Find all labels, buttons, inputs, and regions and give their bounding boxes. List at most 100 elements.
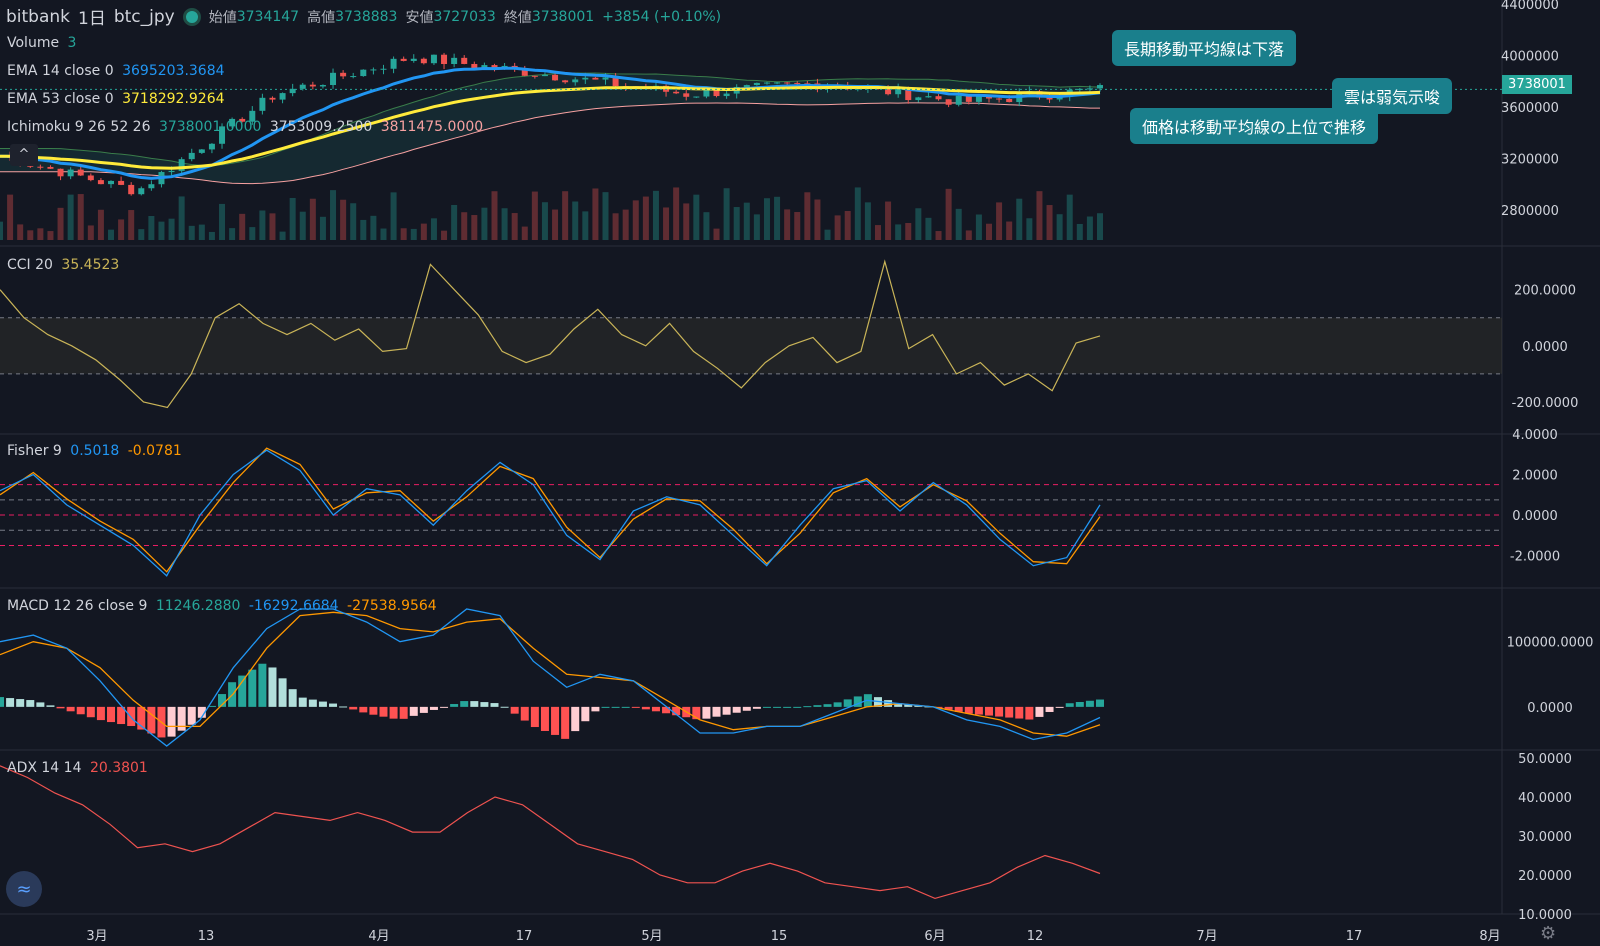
macd-histogram-bar: [318, 701, 327, 707]
macd-histogram-bar: [440, 706, 449, 708]
macd-histogram-bar: [631, 706, 640, 708]
volume-legend[interactable]: Volume 3: [7, 35, 76, 51]
macd-tick-label: 100000.0000: [1507, 636, 1594, 651]
candle-body: [239, 118, 246, 122]
volume-bar: [27, 230, 34, 240]
candle-body: [552, 74, 559, 81]
volume-bar: [138, 229, 145, 240]
macd-histogram-bar: [561, 706, 570, 739]
candle-body: [208, 143, 215, 150]
candle-body: [188, 152, 195, 160]
volume-bar: [37, 228, 44, 240]
candle-body: [390, 58, 397, 69]
candle-body: [229, 118, 236, 127]
macd-histogram-bar: [712, 706, 721, 717]
macd-histogram-bar: [762, 706, 771, 708]
volume-bar: [441, 230, 448, 240]
macd-histogram-bar: [480, 702, 489, 707]
volume-bar: [128, 210, 135, 240]
volume-bar: [572, 201, 579, 240]
time-tick-label: 5月: [641, 929, 662, 944]
close-label: 終値: [503, 9, 532, 26]
volume-bar: [198, 224, 205, 240]
candle-body: [996, 98, 1003, 100]
fisher-legend[interactable]: Fisher 9 0.5018 -0.0781: [7, 443, 182, 459]
macd-histogram-bar: [238, 675, 247, 707]
macd-histogram-bar: [1055, 706, 1064, 708]
ichimoku-legend[interactable]: Ichimoku 9 26 52 26 3738001.0000 3753009…: [7, 119, 483, 135]
volume-bar: [330, 190, 337, 240]
price-pane: [0, 52, 1502, 240]
candle-body: [935, 96, 942, 100]
gear-icon[interactable]: ⚙: [1540, 923, 1557, 944]
volume-bar: [219, 203, 226, 240]
candle-body: [138, 188, 145, 195]
change-value: +3854 (+0.10%): [602, 8, 722, 25]
volume-bar: [178, 196, 185, 240]
macd-legend[interactable]: MACD 12 26 close 9 11246.2880 -16292.668…: [7, 598, 437, 614]
candle-body: [804, 83, 811, 85]
macd-legend-v3: -27538.9564: [347, 598, 437, 614]
ema14-legend[interactable]: EMA 14 close 0 3695203.3684: [7, 63, 225, 79]
macd-histogram-bar: [843, 699, 852, 707]
macd-histogram-bar: [117, 706, 126, 725]
open-value: 3734147: [236, 8, 300, 25]
macd-histogram-bar: [308, 699, 317, 707]
macd-histogram-bar: [621, 706, 630, 708]
price-tick-label: 2800000: [1501, 204, 1559, 219]
callout-price-above-ma[interactable]: 価格は移動平均線の上位で推移: [1130, 108, 1379, 144]
macd-histogram-bar: [984, 706, 993, 716]
macd-histogram-bar: [954, 706, 963, 712]
volume-bar: [118, 219, 125, 240]
volume-bar: [148, 215, 155, 240]
fisher-trigger-line: [0, 447, 1101, 573]
cci-legend[interactable]: CCI 20 35.4523: [7, 257, 119, 273]
macd-histogram-bar: [329, 703, 338, 707]
macd-histogram-bar: [429, 706, 438, 710]
volume-bar: [874, 225, 881, 240]
macd-histogram-bar: [803, 706, 812, 708]
candle-body: [925, 96, 932, 98]
volume-bar: [0, 221, 3, 240]
volume-bar: [774, 196, 781, 240]
open-label: 始値: [208, 9, 237, 26]
volume-bar: [642, 196, 649, 240]
fisher-legend-label: Fisher 9: [7, 443, 62, 459]
volume-bar: [945, 188, 952, 240]
macd-histogram-bar: [833, 702, 842, 707]
candle-body: [1076, 88, 1083, 90]
collapse-legend-button[interactable]: ^: [10, 144, 38, 166]
close-value: 3738001: [531, 8, 595, 25]
symbol-header[interactable]: bitbank 1日 btc_jpy 始値 3734147 高値 3738883 安…: [6, 4, 722, 30]
volume-bar: [158, 221, 165, 240]
candle-body: [299, 84, 306, 89]
candle-body: [289, 88, 296, 94]
volume-bar: [471, 215, 478, 240]
macd-histogram-bar: [944, 706, 953, 710]
volume-bar: [87, 225, 94, 240]
time-tick-label: 6月: [924, 929, 945, 944]
callout-long-ma-falling[interactable]: 長期移動平均線は下落: [1112, 30, 1297, 66]
tradingview-logo-icon[interactable]: ≈: [6, 871, 42, 907]
candle-body: [77, 169, 84, 176]
candle-body: [350, 76, 357, 78]
macd-histogram-bar: [813, 705, 822, 707]
candle-body: [259, 97, 266, 111]
macd-histogram-bar: [823, 704, 832, 707]
ema53-legend[interactable]: EMA 53 close 0 3718292.9264: [7, 91, 225, 107]
candle-body: [1086, 88, 1093, 90]
macd-histogram-bar: [389, 706, 398, 719]
volume-bar: [279, 231, 286, 240]
adx-tick-label: 50.0000: [1518, 752, 1572, 767]
volume-bar: [380, 228, 387, 240]
volume-bar: [1006, 221, 1013, 240]
candle-body: [118, 180, 125, 185]
volume-bar: [1056, 214, 1063, 240]
candle-body: [340, 72, 347, 77]
macd-histogram-bar: [46, 705, 55, 707]
candle-body: [784, 82, 791, 84]
interval-label[interactable]: 1日: [78, 9, 106, 29]
macd-histogram-bar: [914, 705, 923, 707]
adx-legend[interactable]: ADX 14 14 20.3801: [7, 760, 148, 776]
macd-histogram-bar: [601, 706, 610, 708]
